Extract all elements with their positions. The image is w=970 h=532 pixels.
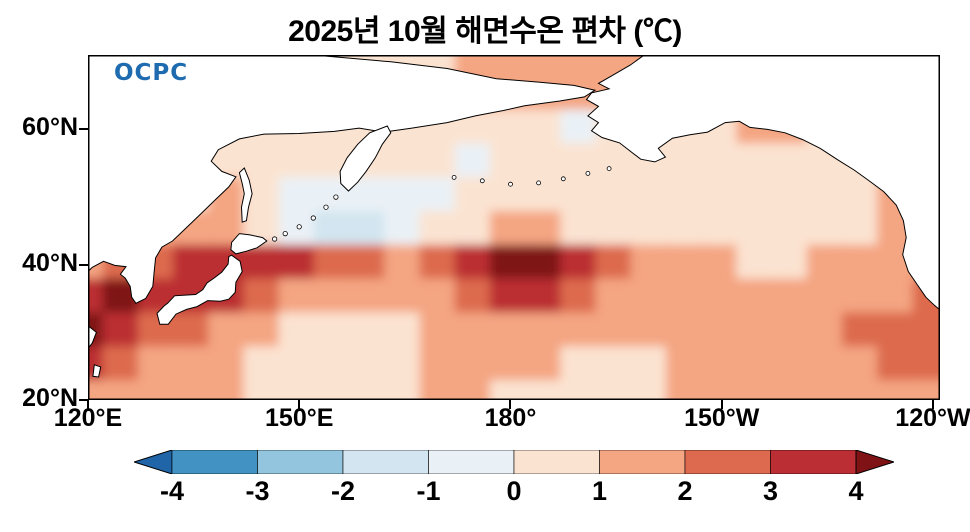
colorbar-tick-label: 4	[848, 476, 864, 506]
colorbar-tick-label: 1	[591, 476, 608, 506]
x-axis-label: 120°E	[53, 404, 123, 432]
map-plot-area	[88, 55, 940, 400]
x-axis-label: 150°W	[684, 404, 760, 432]
x-axis-label: 180°	[484, 404, 537, 432]
x-axis-tick	[720, 400, 723, 409]
y-axis-label: 60°N	[22, 113, 78, 142]
colorbar-tick-label: 3	[762, 476, 779, 506]
x-axis-tick	[509, 400, 512, 409]
x-axis-tick	[298, 400, 301, 409]
colorbar-scale	[132, 449, 896, 475]
ocpc-logo: OCPC	[114, 60, 189, 86]
y-axis-tick	[79, 128, 88, 131]
y-axis-tick	[79, 263, 88, 266]
x-axis-tick	[931, 400, 934, 409]
colorbar-tick-label: -3	[245, 476, 270, 506]
colorbar-tick-label: 2	[677, 476, 693, 506]
x-axis-tick	[87, 400, 89, 409]
sst-anomaly-map	[88, 55, 940, 400]
y-axis-label: 20°N	[22, 384, 78, 412]
y-axis-tick	[79, 399, 88, 401]
colorbar-tick-label: 0	[506, 476, 522, 506]
colorbar-tick-label: -4	[159, 476, 185, 506]
colorbar-tick-label: -2	[330, 476, 356, 506]
chart-title: 2025년 10월 해면수온 편차 (℃)	[288, 15, 682, 48]
colorbar-tick-label: -1	[416, 476, 441, 506]
colorbar	[132, 449, 896, 475]
x-axis-label: 120°W	[895, 404, 970, 432]
x-axis-label: 150°E	[265, 404, 334, 432]
y-axis-label: 40°N	[22, 248, 78, 277]
